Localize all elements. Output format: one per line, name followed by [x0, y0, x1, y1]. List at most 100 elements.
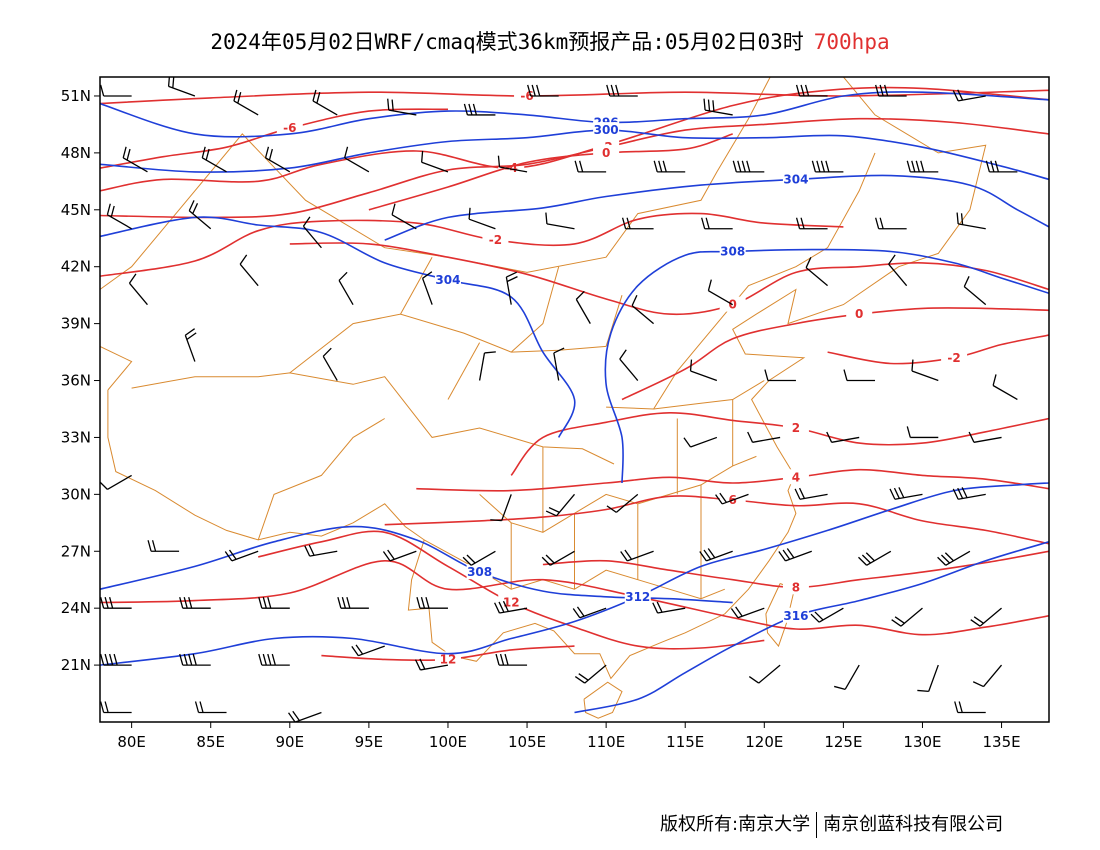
wind-barb: [606, 84, 638, 97]
lat-tick-label: 27N: [61, 542, 91, 560]
lon-tick-label: 115E: [666, 733, 704, 751]
wind-barb: [972, 664, 1003, 688]
wind-barb: [875, 84, 907, 97]
wind-barb: [201, 146, 227, 173]
temperature-contour: [100, 108, 449, 169]
wind-barb: [128, 273, 148, 306]
geopotential-contours: 296300304304308308312316: [100, 91, 1049, 714]
geopotential-contour-label: 300: [594, 123, 619, 137]
wind-barb: [701, 217, 733, 230]
boundary-line: [423, 539, 725, 600]
wind-barb: [937, 550, 971, 566]
geopotential-contour-label-bg: [434, 271, 461, 287]
wind-barb: [416, 597, 448, 609]
wind-barb: [414, 658, 449, 671]
wind-barb: [968, 431, 1002, 443]
wind-barb: [956, 212, 986, 230]
temperature-contour-label-bg: [482, 232, 509, 248]
wind-barb: [954, 701, 986, 714]
wind-barb: [338, 271, 354, 305]
wind-barb: [497, 155, 528, 173]
lat-tick-label: 45N: [61, 201, 91, 219]
wind-barb: [288, 710, 322, 722]
wind-barb: [312, 89, 338, 116]
plot-frame: [99, 76, 1050, 723]
wind-barb: [689, 359, 718, 382]
footer-separator: [816, 812, 818, 838]
boundary-line: [447, 342, 481, 400]
wind-barb: [888, 254, 908, 287]
temperature-contour: [510, 411, 1049, 476]
geopotential-contour: [100, 216, 576, 438]
wind-barb: [810, 607, 844, 623]
wind-barb: [699, 548, 733, 562]
wind-barb: [764, 369, 796, 382]
wind-barb: [322, 347, 338, 381]
geopotential-contour-label-bg: [593, 122, 620, 138]
wind-barb: [620, 549, 654, 562]
wind-barb: [795, 217, 828, 230]
temperature-contour-label-bg: [434, 651, 461, 667]
title-level: 700hpa: [813, 30, 890, 54]
geopotential-contour-label-bg: [466, 564, 493, 580]
boundary-line: [583, 681, 623, 719]
wind-barb: [875, 217, 907, 230]
temperature-contour-label: 0: [855, 307, 863, 321]
lat-tick-label: 42N: [61, 258, 91, 276]
wind-barb: [344, 146, 370, 173]
wind-barb: [233, 89, 259, 116]
geopotential-contour-label-bg: [782, 607, 809, 623]
temperature-contour: [368, 133, 733, 211]
wind-barb: [553, 347, 565, 381]
temperature-contour-label-bg: [498, 594, 525, 610]
wind-barb: [463, 103, 496, 116]
geopotential-contour-label: 308: [467, 565, 492, 579]
wind-barb: [683, 436, 718, 448]
wind-barb: [911, 359, 939, 382]
wind-barb: [906, 160, 939, 173]
lon-tick-label: 135E: [982, 733, 1020, 751]
temperature-contour-label-bg: [498, 160, 525, 176]
footer-left: 版权所有:南京大学: [660, 814, 811, 835]
wind-barb: [794, 487, 828, 500]
wind-barb: [992, 374, 1018, 401]
wind-barb: [462, 550, 496, 566]
lat-tick-label: 36N: [61, 372, 91, 390]
temperature-contour-label-bg: [593, 144, 620, 160]
wind-barb: [889, 487, 923, 500]
lat-tick-label: 33N: [61, 428, 91, 446]
wind-barb: [224, 549, 259, 562]
temperature-contour-label: 12: [503, 595, 520, 609]
lon-tick-label: 90E: [276, 733, 305, 751]
wind-barb: [575, 290, 591, 324]
wind-barb: [730, 606, 765, 619]
temperature-contour: [289, 242, 1049, 316]
temperature-contour-label: -2: [947, 351, 960, 365]
wind-barb: [495, 653, 528, 666]
wind-barb: [572, 606, 607, 619]
temperature-contour-label: 2: [792, 421, 800, 435]
wind-barb: [748, 664, 781, 684]
geopotential-contour-label-bg: [782, 171, 809, 187]
wind-barb: [631, 294, 655, 325]
wind-barb: [906, 426, 939, 439]
geopotential-contour-label: 304: [435, 273, 460, 287]
lon-tick-label: 130E: [903, 733, 941, 751]
title-main: 2024年05月02日WRF/cmaq模式36km预报产品:05月02日03时: [210, 30, 804, 54]
wind-barb: [167, 77, 196, 97]
lon-tick-label: 105E: [508, 733, 546, 751]
wind-barb: [179, 653, 211, 666]
wind-barb: [811, 160, 844, 173]
wind-barb: [179, 597, 211, 609]
temperature-contour-label: -4: [505, 161, 518, 175]
temperature-contour-label-bg: [941, 349, 968, 365]
boundary-line: [479, 455, 757, 533]
geopotential-contour-label: 312: [625, 590, 650, 604]
wind-barb: [574, 160, 607, 173]
wind-barb: [732, 160, 765, 173]
wind-barb: [653, 160, 686, 173]
wind-barb: [527, 84, 559, 97]
lat-tick-label: 24N: [61, 599, 91, 617]
wind-barb: [505, 271, 518, 305]
